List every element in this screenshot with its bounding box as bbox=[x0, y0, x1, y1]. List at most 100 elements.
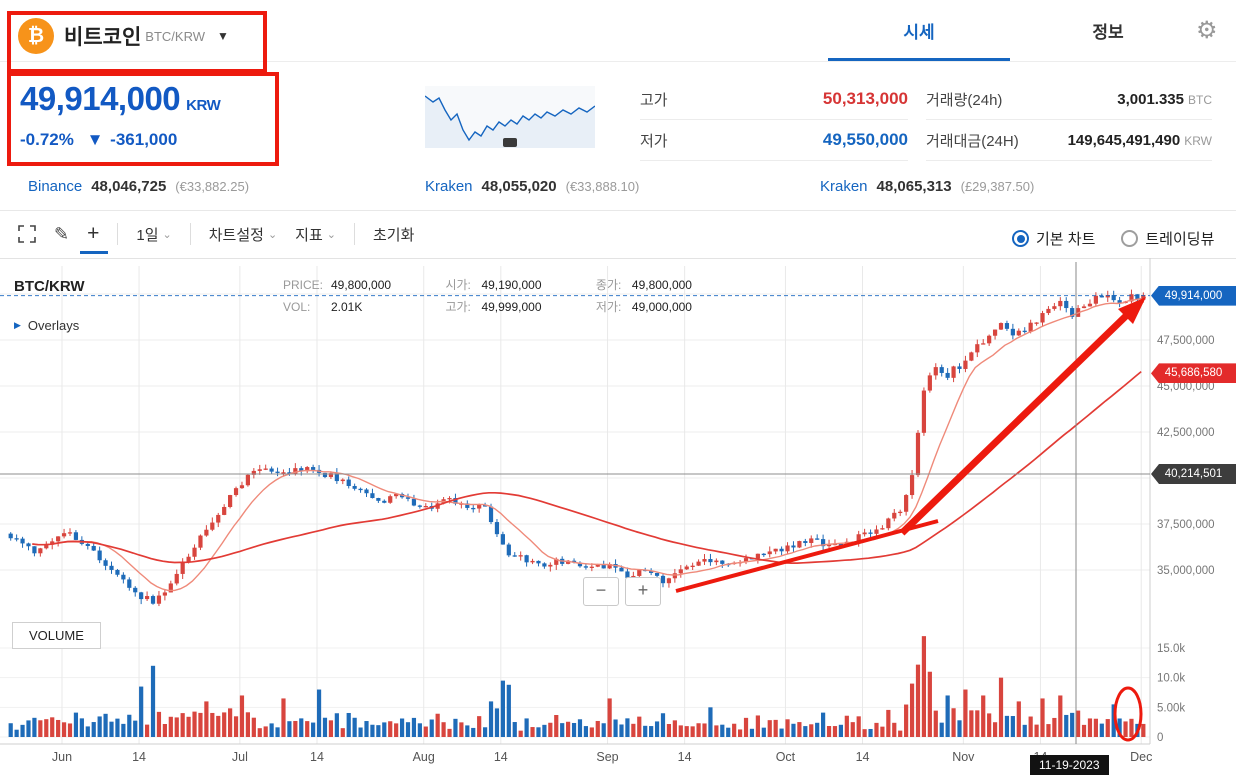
chart-high-label: 고가: bbox=[445, 300, 471, 314]
y-axis-label: 37,500,000 bbox=[1157, 519, 1215, 531]
change-amount: -361,000 bbox=[110, 130, 178, 149]
radio-basic-chart[interactable]: 기본 차트 bbox=[1012, 228, 1095, 249]
exchange-converted: (£29,387.50) bbox=[960, 179, 1035, 194]
tradingview-label: 트레이딩뷰 bbox=[1145, 231, 1215, 248]
close-label: 종가: bbox=[595, 278, 622, 292]
down-arrow-icon: ▼ bbox=[86, 130, 104, 149]
exchange-binance[interactable]: Binance 48,046,725 (€33,882.25) bbox=[28, 178, 249, 195]
ma-line bbox=[32, 370, 1142, 564]
overlays-toggle[interactable]: ▶ Overlays bbox=[14, 318, 79, 333]
overlays-label: Overlays bbox=[27, 318, 80, 333]
chart-type-switch: 기본 차트 트레이딩뷰 bbox=[1012, 228, 1214, 249]
zoom-out-button[interactable]: − bbox=[583, 577, 619, 606]
volume-axis-label: 0 bbox=[1157, 732, 1163, 744]
toolbar-separator bbox=[189, 223, 191, 245]
candles-and-volume bbox=[8, 289, 1146, 737]
coin-selector[interactable]: ₿ 비트코인 BTC/KRW ▼ bbox=[18, 18, 229, 54]
exchange-kraken-eur[interactable]: Kraken 48,055,020 (€33,888.10) bbox=[425, 178, 639, 195]
volume24h-value: 3,001.335 bbox=[1117, 90, 1184, 108]
low-value: 49,550,000 bbox=[822, 130, 908, 149]
indicators-button[interactable]: 지표 ⌄ bbox=[295, 224, 336, 245]
fullscreen-button[interactable] bbox=[18, 225, 36, 243]
tab-price[interactable]: 시세 bbox=[903, 22, 935, 42]
x-axis-label: Jul bbox=[232, 750, 248, 764]
tab-active-indicator bbox=[828, 58, 1010, 61]
open-value: 49,190,000 bbox=[481, 278, 542, 292]
x-axis-label: 14 bbox=[678, 750, 692, 764]
basic-chart-label: 기본 차트 bbox=[1036, 231, 1096, 248]
y-axis-label: 47,500,000 bbox=[1157, 335, 1215, 347]
chart-settings-button[interactable]: 차트설정 ⌄ bbox=[209, 224, 277, 245]
x-axis-label: 14 bbox=[310, 750, 324, 764]
x-axis-label: Dec bbox=[1130, 750, 1152, 764]
plus-icon: + bbox=[87, 222, 100, 245]
chevron-down-icon: ⌄ bbox=[162, 228, 172, 241]
pencil-icon: ✎ bbox=[54, 223, 70, 244]
add-indicator-button[interactable]: + bbox=[80, 222, 109, 254]
price-sparkline bbox=[425, 86, 595, 148]
exchange-name: Kraken bbox=[820, 178, 868, 195]
draw-button[interactable]: ✎ bbox=[54, 224, 69, 245]
axis-labels: 47,500,000 45,000,000 42,500,000 37,500,000… bbox=[52, 335, 1215, 764]
header bbox=[0, 0, 1236, 62]
gridlines bbox=[0, 258, 1151, 745]
ma-price-badge: 45,686,580 bbox=[1151, 363, 1236, 384]
x-axis-label: Aug bbox=[413, 750, 435, 764]
chart-settings-label: 차트설정 bbox=[208, 226, 264, 244]
x-axis-label: 14 bbox=[856, 750, 870, 764]
high-label: 고가 bbox=[640, 91, 668, 109]
chart-low-label: 저가: bbox=[595, 300, 622, 314]
reset-button[interactable]: 초기화 bbox=[373, 224, 414, 245]
fullscreen-icon bbox=[18, 225, 36, 243]
turnover24h-unit: KRW bbox=[1184, 133, 1212, 148]
close-value: 49,800,000 bbox=[631, 278, 692, 292]
stats-volume: 거래량(24h) 3,001.335 BTC 거래대금(24H) 149,645,… bbox=[926, 79, 1212, 161]
change-percent: -0.72% bbox=[20, 130, 74, 149]
turnover24h-label: 거래대금(24H) bbox=[926, 132, 1019, 150]
volume24h-label: 거래량(24h) bbox=[926, 91, 1003, 109]
exchange-price: 48,065,313 bbox=[876, 178, 952, 195]
radio-tradingview[interactable]: 트레이딩뷰 bbox=[1121, 228, 1214, 249]
radio-unselected-icon bbox=[1121, 230, 1139, 247]
reference-lines bbox=[0, 262, 1150, 744]
stat-high: 고가 50,313,000 bbox=[640, 79, 908, 120]
volume-pane-label: VOLUME bbox=[12, 622, 101, 649]
stats-price: 고가 50,313,000 저가 49,550,000 bbox=[640, 79, 908, 161]
candlestick-chart[interactable]: 47,500,000 45,000,000 42,500,000 37,500,000… bbox=[0, 258, 1236, 783]
interval-label: 1일 bbox=[136, 226, 159, 244]
toolbar-separator bbox=[117, 223, 119, 245]
price-value: 49,914,000 bbox=[20, 80, 181, 117]
volume24h-unit: BTC bbox=[1188, 92, 1212, 107]
zoom-controls: − + bbox=[583, 577, 661, 606]
x-axis-label: Nov bbox=[952, 750, 975, 764]
exchange-converted: (€33,882.25) bbox=[175, 179, 250, 194]
exchange-name: Kraken bbox=[425, 178, 473, 195]
x-axis-label: Jun bbox=[52, 750, 72, 764]
y-axis-label: 45,000,000 bbox=[1157, 381, 1215, 393]
vol-label: VOL: bbox=[283, 300, 311, 314]
chart-symbol: BTC/KRW bbox=[14, 278, 85, 295]
chevron-down-icon: ▼ bbox=[217, 29, 229, 43]
reset-label: 초기화 bbox=[372, 226, 415, 244]
exchange-kraken-gbp[interactable]: Kraken 48,065,313 (£29,387.50) bbox=[820, 178, 1034, 195]
high-value: 50,313,000 bbox=[822, 89, 908, 108]
exchange-price: 48,055,020 bbox=[481, 178, 557, 195]
volume-axis-label: 10.0k bbox=[1157, 673, 1185, 685]
gear-icon[interactable]: ⚙ bbox=[1196, 17, 1218, 44]
toolbar-separator bbox=[353, 223, 355, 245]
interval-select[interactable]: 1일 ⌄ bbox=[136, 224, 171, 245]
coin-name: 비트코인 bbox=[64, 26, 142, 49]
overlays-arrow-icon: ▶ bbox=[14, 320, 21, 330]
zoom-in-button[interactable]: + bbox=[625, 577, 661, 606]
divider bbox=[0, 210, 1236, 211]
price-currency: KRW bbox=[186, 97, 221, 114]
chevron-down-icon: ⌄ bbox=[326, 228, 336, 241]
current-price: 49,914,000 KRW bbox=[20, 80, 221, 118]
crosshair-date-badge: 11-19-2023 bbox=[1030, 755, 1109, 775]
open-label: 시가: bbox=[445, 278, 471, 292]
turnover24h-value: 149,645,491,490 bbox=[1067, 131, 1181, 149]
stat-turnover24h: 거래대금(24H) 149,645,491,490 KRW bbox=[926, 120, 1212, 161]
tab-info[interactable]: 정보 bbox=[1092, 22, 1124, 42]
chart-high-value: 49,999,000 bbox=[481, 300, 542, 314]
